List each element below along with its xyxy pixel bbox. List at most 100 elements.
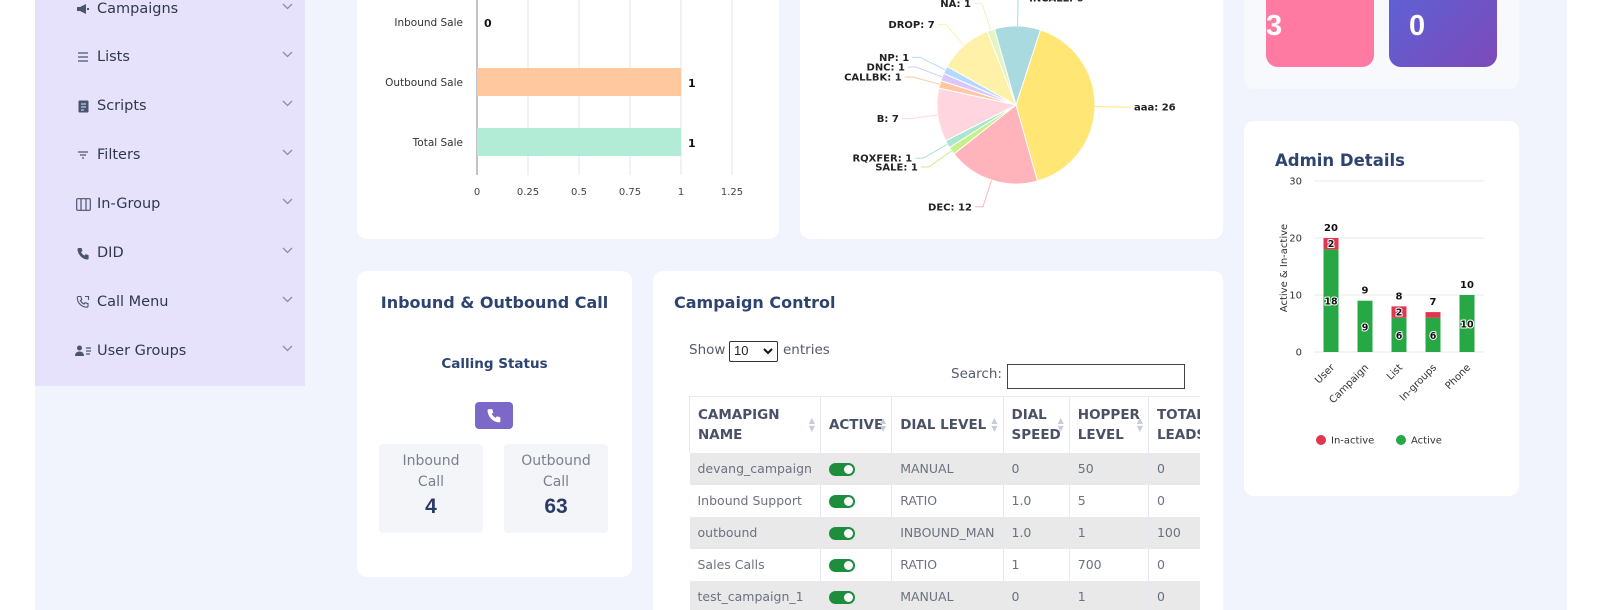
inactive-bar [1323,238,1339,250]
x-tick-label: List [1385,362,1405,382]
call-button[interactable] [475,402,513,429]
inactive-bar [1425,312,1441,318]
pie-leader-line [973,3,992,31]
y-tick-label: 30 [1289,177,1302,188]
sale-bar-chart: 0 0.25 0.5 0.75 1 1.25 Inbound Sale 0 Outbound S… [385,0,743,198]
sidebar-item-did[interactable]: DID [75,238,297,268]
x-tick-label: 1.25 [721,187,743,198]
pie-leader-line [974,179,993,208]
column-header-dial-level[interactable]: DIAL LEVEL ▲ ▼ [891,396,1004,453]
sidebar-item-scripts[interactable]: Scripts [75,91,297,121]
y-tick-label: 20 [1289,234,1302,245]
chevron-down-icon [282,51,293,58]
x-tick-label: 1 [678,187,684,198]
search-label: Search: [951,366,1002,382]
show-label: Show [689,342,726,358]
pie-label: DNC: 1 [867,62,905,73]
summary-cards-panel: 3 0 [1244,0,1519,89]
column-header-hopper-level[interactable]: HOPPER LEVEL ▲ ▼ [1069,396,1149,453]
active-toggle[interactable] [828,463,855,476]
inactive-bar [1391,306,1407,318]
admin-details-title: Admin Details [1275,151,1405,170]
sidebar-item-lists[interactable]: Lists [75,42,297,72]
chevron-down-icon [282,149,293,156]
calling-status-label: Calling Status [441,356,548,372]
chevron-down-icon [282,247,293,254]
x-tick-label: Phone [1443,362,1473,392]
legend-inactive-label: In-active [1331,436,1374,447]
legend-active-marker [1396,435,1406,445]
entries-select[interactable]: 10 [729,341,778,362]
column-header-dial-speed[interactable]: DIAL SPEED ▲ ▼ [1003,396,1070,453]
chevron-down-icon [282,100,293,107]
total-leads-cell: 0 [1148,548,1200,581]
pie-leader-line [907,66,943,78]
inactive-value-label: 2 [1396,308,1403,319]
sidebar: Campaigns Lists Scripts Filters In-Group… [35,0,305,386]
sort-icon: ▲ ▼ [880,416,887,433]
active-cell [820,548,893,581]
active-bar [1459,295,1475,352]
column-header-campaign-name[interactable]: CAMAPIGN NAME ▲ ▼ [689,396,821,453]
inbound-call-value: 4 [425,495,437,518]
total-label: 10 [1460,280,1474,291]
table-row: outbound INBOUND_MAN 1.0 1 100 [689,516,1200,549]
filter-icon [75,147,91,163]
admin-details-card: Admin Details 0 10 20 30 Active & In-active 1… [1244,121,1519,496]
active-toggle[interactable] [828,591,855,604]
pie-leader-line [901,114,938,120]
total-label: 20 [1324,223,1338,234]
hopper-level-cell: 5 [1069,484,1149,517]
pink-summary-value: 3 [1266,10,1283,42]
purple-summary-card[interactable]: 0 [1389,0,1497,67]
pink-summary-card[interactable]: 3 [1266,0,1374,67]
phone-icon [487,409,500,423]
purple-summary-value: 0 [1409,10,1426,42]
megaphone-icon [75,1,91,17]
sort-icon: ▲ ▼ [1136,416,1143,433]
active-toggle[interactable] [828,495,855,508]
active-toggle[interactable] [828,527,855,540]
sidebar-item-label: Campaigns [97,1,179,17]
x-tick-label: 0 [474,187,480,198]
pie-leader-line [937,23,965,46]
columns-icon [75,196,91,212]
sidebar-item-label: DID [97,245,124,261]
outbound-call-label: Outbound Call [521,453,591,490]
dial-speed-cell: 1.0 [1003,516,1070,549]
search-input[interactable] [1007,364,1185,389]
campaign-table-wrapper: CAMAPIGN NAME ▲ ▼ ACTIVE ▲ ▼ DIAL LEVEL ▲ ▼ DI… [689,396,1200,610]
sidebar-item-campaigns[interactable]: Campaigns [75,0,297,24]
pie-label: RQXFER: 1 [852,154,912,165]
x-tick-label: In-groups [1398,362,1439,403]
legend-active-label: Active [1411,436,1442,447]
total-label: 9 [1362,286,1369,297]
pie-label: DEC: 12 [928,202,972,213]
active-toggle[interactable] [828,559,855,572]
chevron-down-icon [282,198,293,205]
pie-leader-line [1094,106,1131,108]
sidebar-item-in-group[interactable]: In-Group [75,189,297,219]
campaign-control-title: Campaign Control [674,293,836,312]
outbound-call-stat: Outbound Call 63 [504,444,608,533]
x-tick-label: 0.5 [571,187,587,198]
campaign-name-cell: test_campaign_1 [689,580,821,610]
pie-label: DROP: 7 [888,20,934,31]
entries-select-value: 10 [734,343,749,358]
sidebar-item-call-menu[interactable]: Call Menu [75,287,297,317]
sidebar-item-user-groups[interactable]: User Groups [75,336,297,366]
table-row: Sales Calls RATIO 1 700 0 [689,548,1200,581]
y-tick-label: 10 [1289,291,1302,302]
sale-chart-card: 0 0.25 0.5 0.75 1 1.25 Inbound Sale 0 Outbound S… [357,0,779,239]
column-header-active[interactable]: ACTIVE ▲ ▼ [820,396,893,453]
campaign-name-cell: Sales Calls [689,548,821,581]
inactive-value-label: 2 [1328,239,1335,250]
chevron-down-icon [282,345,293,352]
table-row: Inbound Support RATIO 1.0 5 0 [689,484,1200,517]
sidebar-item-filters[interactable]: Filters [75,140,297,170]
chevron-down-icon [763,348,773,355]
dial-level-cell: INBOUND_MAN [891,516,1004,549]
table-row: devang_campaign MANUAL 0 50 0 [689,452,1200,485]
